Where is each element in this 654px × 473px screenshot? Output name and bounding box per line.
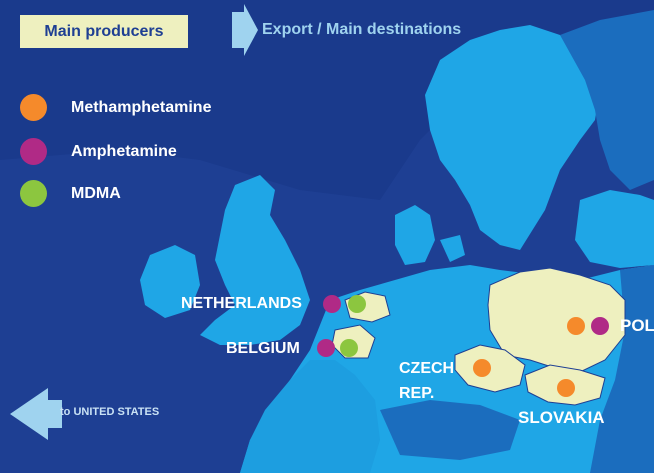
poland-methamphetamine-dot <box>567 317 585 335</box>
main-producers-badge: Main producers <box>20 15 188 48</box>
to-us-arrow-icon <box>10 388 62 440</box>
belgium-amphetamine-dot <box>317 339 335 357</box>
poland-amphetamine-dot <box>591 317 609 335</box>
amphetamine-dot <box>20 138 47 165</box>
alps-region <box>380 400 520 460</box>
netherlands-amphetamine-dot <box>323 295 341 313</box>
country-label-czech-line1: CZECH <box>399 360 455 377</box>
legend-label: Amphetamine <box>71 142 177 160</box>
legend-item-methamphetamine: Methamphetamine <box>20 94 211 121</box>
eastern-region <box>590 265 654 473</box>
ireland <box>140 245 200 318</box>
danish-island <box>440 235 465 262</box>
finland-region <box>560 10 654 190</box>
country-label-belgium: BELGIUM <box>226 340 300 357</box>
great-britain <box>200 175 310 345</box>
country-label-poland: POL <box>620 316 654 335</box>
czech-methamphetamine-dot <box>473 359 491 377</box>
export-label: Export / Main destinations <box>262 21 462 38</box>
baltics <box>575 190 654 268</box>
country-label-slovakia: SLOVAKIA <box>518 408 605 427</box>
country-label-netherlands: NETHERLANDS <box>181 295 302 312</box>
to-us-label: to UNITED STATES <box>60 406 160 418</box>
france <box>240 360 380 473</box>
legend-item-amphetamine: Amphetamine <box>20 138 177 165</box>
methamphetamine-dot <box>20 94 47 121</box>
scandinavia <box>425 25 600 250</box>
country-label-czech-line2: REP. <box>399 385 435 402</box>
legend-label: MDMA <box>71 184 121 202</box>
slovakia-methamphetamine-dot <box>557 379 575 397</box>
mdma-dot <box>20 180 47 207</box>
legend-label: Methamphetamine <box>71 98 212 116</box>
legend-item-mdma: MDMA <box>20 180 121 207</box>
netherlands-mdma-dot <box>348 295 366 313</box>
belgium-mdma-dot <box>340 339 358 357</box>
export-arrow-icon <box>232 4 258 56</box>
denmark <box>395 205 435 265</box>
poland-shape <box>487 267 626 373</box>
